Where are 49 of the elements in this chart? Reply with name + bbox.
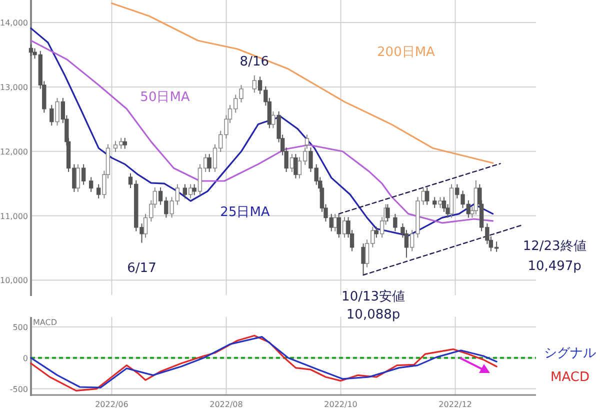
y-tick-label: 11,000 bbox=[0, 212, 28, 221]
y-tick-label: 14,000 bbox=[0, 18, 28, 28]
x-tick-label: 2022/08 bbox=[210, 400, 243, 409]
text: 200日MA bbox=[377, 45, 436, 60]
line-series bbox=[110, 2, 494, 164]
text: MACD bbox=[550, 370, 590, 385]
y-tick-label: 13,000 bbox=[0, 82, 28, 92]
candlestick bbox=[336, 213, 341, 238]
candlestick bbox=[188, 184, 193, 199]
candlestick bbox=[50, 104, 54, 126]
candlestick bbox=[432, 196, 437, 209]
annotation: 10,497p bbox=[528, 259, 582, 274]
candlestick bbox=[386, 204, 390, 222]
candlestick bbox=[393, 213, 398, 232]
x-tick-label: 2022/12 bbox=[438, 400, 472, 409]
candlestick bbox=[374, 226, 379, 238]
candlestick bbox=[28, 44, 34, 57]
candlestick bbox=[294, 153, 298, 179]
candlestick bbox=[333, 213, 338, 232]
candlestick bbox=[76, 164, 80, 192]
candlestick bbox=[438, 196, 442, 209]
candlestick bbox=[88, 176, 94, 192]
candlestick bbox=[182, 184, 188, 199]
annotation: 12/23終値 bbox=[522, 239, 586, 254]
candlestick bbox=[425, 186, 430, 206]
y-tick-label: -500 bbox=[10, 384, 28, 394]
candlestick bbox=[122, 137, 127, 150]
candlestick bbox=[192, 184, 196, 196]
candlestick bbox=[252, 74, 256, 94]
y-tick-label: 500 bbox=[12, 322, 28, 332]
text: シグナル bbox=[544, 346, 596, 361]
candlestick bbox=[361, 242, 366, 276]
candlestick bbox=[207, 153, 212, 172]
candlestick bbox=[271, 110, 276, 129]
series-label: 25日MA bbox=[220, 205, 270, 220]
annotation: 6/17 bbox=[127, 260, 156, 276]
series-label: 50日MA bbox=[140, 90, 190, 105]
chart-title: MACD bbox=[33, 318, 57, 327]
x-tick-label: 2022/06 bbox=[95, 400, 128, 409]
annotation: 8/16 bbox=[240, 54, 270, 70]
candlestick bbox=[55, 97, 60, 126]
y-tick-label: 0 bbox=[22, 354, 28, 363]
annotation: 10,088p bbox=[346, 308, 400, 323]
candlestick bbox=[81, 164, 86, 186]
annotation: 10/13安値 bbox=[342, 288, 406, 305]
candlestick bbox=[96, 184, 101, 199]
y-tick-label: 12,000 bbox=[0, 147, 28, 156]
y-tick-label: 10,000 bbox=[0, 276, 28, 286]
x-tick-label: 2022/10 bbox=[324, 400, 358, 409]
